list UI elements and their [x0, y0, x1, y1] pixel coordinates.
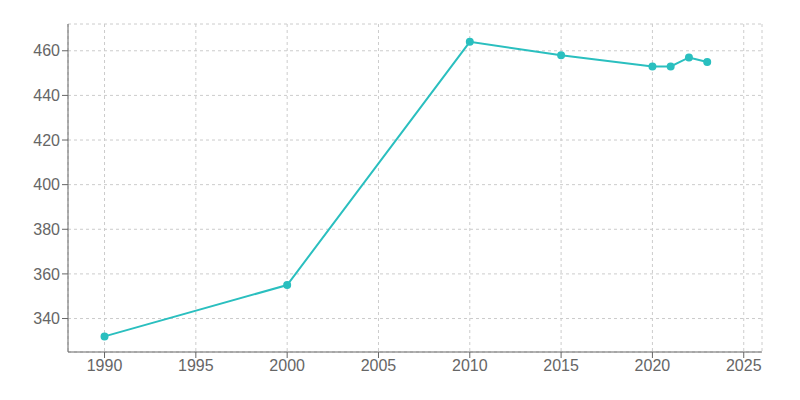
svg-text:2005: 2005	[361, 357, 397, 374]
svg-text:2025: 2025	[726, 357, 762, 374]
svg-text:2020: 2020	[635, 357, 671, 374]
svg-text:440: 440	[33, 87, 60, 104]
svg-text:340: 340	[33, 310, 60, 327]
svg-text:380: 380	[33, 221, 60, 238]
svg-text:2015: 2015	[543, 357, 579, 374]
svg-text:420: 420	[33, 132, 60, 149]
svg-text:2000: 2000	[269, 357, 305, 374]
svg-text:1990: 1990	[87, 357, 123, 374]
svg-text:460: 460	[33, 42, 60, 59]
svg-text:400: 400	[33, 176, 60, 193]
svg-text:360: 360	[33, 266, 60, 283]
svg-text:1995: 1995	[178, 357, 214, 374]
svg-text:2010: 2010	[452, 357, 488, 374]
